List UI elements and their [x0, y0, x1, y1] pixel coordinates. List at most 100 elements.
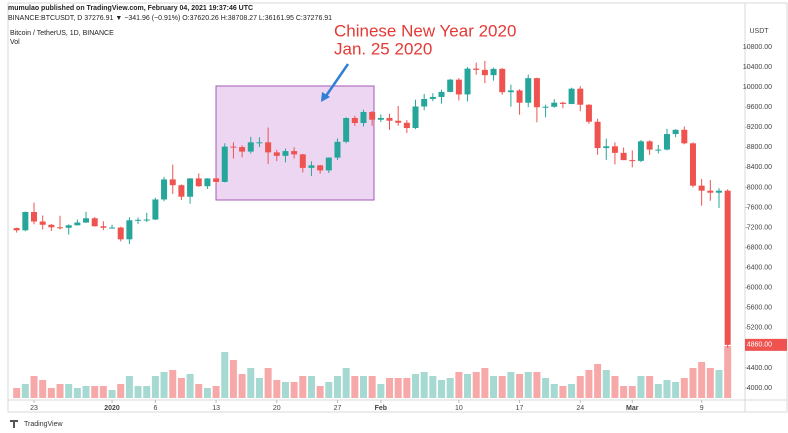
candle-body: [672, 129, 679, 135]
candle-body: [187, 178, 194, 197]
candle-body: [299, 154, 306, 168]
x-tick-label: 2020: [104, 405, 120, 412]
candle-body: [629, 160, 636, 162]
candle-body: [273, 152, 280, 156]
volume-bar: [359, 376, 367, 398]
volume-bar: [342, 368, 350, 398]
candle-body: [48, 224, 55, 228]
quote: BINANCE:BTCUSDT, D 37276.91 ▼ −341.96 (−…: [8, 15, 332, 22]
candle-body: [542, 106, 549, 108]
x-tick-label: 9: [700, 405, 704, 412]
volume-bar: [195, 384, 203, 398]
volume-bar: [724, 346, 732, 398]
volume-bar: [247, 368, 255, 398]
volume-bar: [264, 368, 272, 398]
candle-body: [325, 157, 332, 171]
volume-bar: [542, 378, 550, 398]
candle-body: [247, 142, 254, 152]
volume-bar: [186, 374, 194, 398]
candle-body: [455, 79, 462, 95]
volume-bar: [73, 388, 81, 398]
volume-bar: [602, 370, 610, 398]
volume-bar: [238, 374, 246, 398]
candle-body: [603, 146, 610, 149]
volume-bar: [715, 370, 723, 398]
x-tick-label: Feb: [375, 405, 387, 412]
candle-body: [438, 91, 445, 97]
volume-bar: [221, 352, 229, 398]
volume-bar: [490, 376, 498, 398]
volume-bar: [680, 378, 688, 398]
y-tick-label: 6800.00: [747, 244, 772, 251]
volume-bar: [386, 378, 394, 398]
volume-bar: [472, 372, 480, 398]
volume-bar: [446, 378, 454, 398]
volume-bar: [91, 386, 99, 398]
volume-bar: [698, 362, 706, 398]
candle-body: [204, 178, 211, 187]
candle-body: [161, 179, 168, 200]
candle-body: [620, 152, 627, 161]
candle-body: [715, 190, 722, 193]
volume-bar: [672, 382, 680, 398]
volume-bar: [438, 380, 446, 398]
frame: [7, 2, 788, 413]
y-tick-label: 5200.00: [747, 325, 772, 332]
candle-body: [421, 98, 428, 107]
candle-body: [65, 225, 72, 228]
volume-bar: [307, 376, 315, 398]
y-tick-label: 8800.00: [747, 144, 772, 151]
candle-body: [481, 69, 488, 76]
logo: TradingView: [24, 421, 63, 428]
volume-bar: [134, 386, 142, 398]
volume-bar: [117, 384, 125, 398]
candle-body: [507, 90, 514, 93]
candle-body: [126, 220, 133, 240]
volume-bar: [299, 376, 307, 398]
volume-bar: [47, 388, 55, 398]
y-tick-label: 4400.00: [747, 365, 772, 372]
candle-body: [594, 121, 601, 149]
volume-bar: [429, 376, 437, 398]
candle-body: [13, 228, 20, 231]
candle-body: [525, 78, 532, 103]
volume-bar: [576, 376, 584, 398]
volume-bar: [273, 380, 281, 398]
volume-bar: [82, 386, 90, 398]
volume-bar: [516, 374, 524, 398]
volume-bar: [39, 380, 47, 398]
candle-body: [31, 212, 38, 222]
volume-bar: [351, 376, 359, 398]
candle-body: [611, 146, 618, 153]
candle-body: [178, 185, 185, 197]
candle-body: [213, 178, 220, 182]
x-tick-label: 13: [212, 405, 220, 412]
currency: USDT: [749, 28, 769, 35]
volume-bar: [507, 372, 515, 398]
volume-bar: [290, 382, 298, 398]
volume-bar: [663, 380, 671, 398]
candle-body: [698, 185, 705, 191]
volume-bar: [620, 386, 628, 398]
candle-body: [291, 151, 298, 155]
candle-body: [577, 88, 584, 105]
y-tick-label: 5600.00: [747, 305, 772, 312]
volume-bar: [143, 386, 151, 398]
candle-body: [343, 118, 350, 142]
pair: Bitcoin / TetherUS, 1D, BINANCE: [10, 30, 114, 37]
candle-body: [334, 141, 341, 158]
candle-body: [317, 165, 324, 171]
volume-bar: [498, 376, 506, 398]
volume-bar: [212, 386, 220, 398]
volume-bar: [455, 372, 463, 398]
x-tick-label: 6: [153, 405, 157, 412]
volume-bar: [203, 388, 211, 398]
logo-icon: [10, 420, 18, 428]
volume-bar: [30, 376, 38, 398]
y-tick-label: 6400.00: [747, 264, 772, 271]
y-tick-label: 7600.00: [747, 204, 772, 211]
x-tick-label: 17: [516, 405, 524, 412]
candle-body: [516, 90, 523, 103]
volume-bar: [689, 368, 697, 398]
volume-bar: [637, 376, 645, 398]
